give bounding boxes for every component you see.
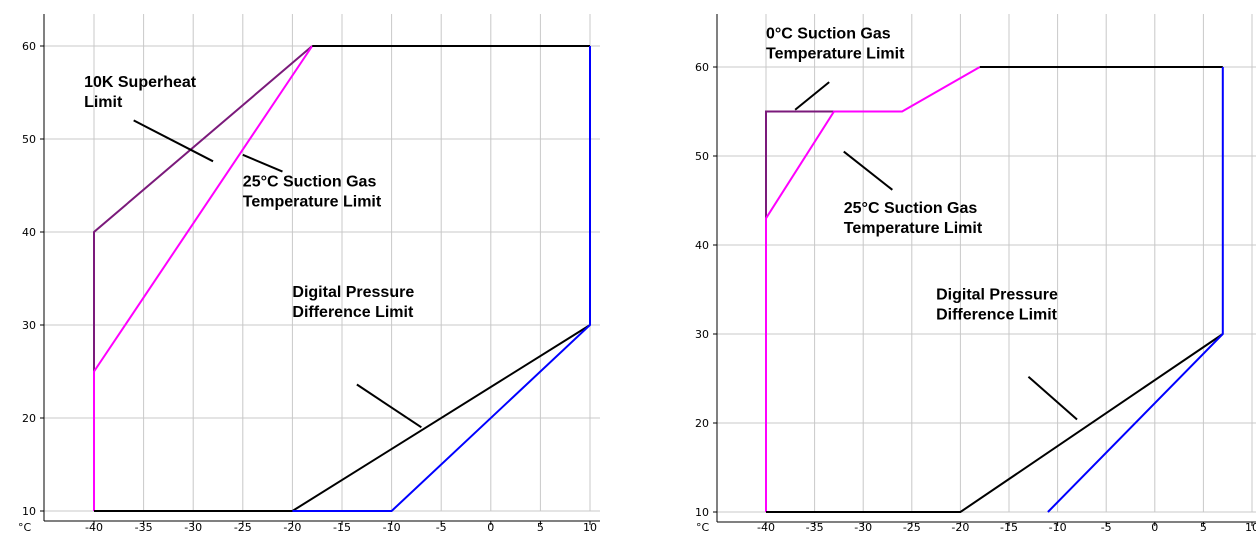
chart-left-y-tick-label: 60 [22, 40, 36, 53]
chart-left-y-tick-label: 30 [22, 319, 36, 332]
chart-right-x-tick-label: -5 [1101, 521, 1112, 534]
chart-right-x-tick-label: 0 [1151, 521, 1158, 534]
chart-left-annotation-0-line: Limit [84, 94, 123, 111]
chart-left-x-tick-label: 0 [487, 521, 494, 534]
chart-right-x-tick-label: 10 [1245, 521, 1256, 534]
chart-left-annotation-0-line: 10K Superheat [84, 74, 197, 91]
chart-right-series-line-2 [766, 333, 1224, 513]
chart-left-annotation-2-line: Digital Pressure [292, 284, 414, 301]
chart-right-series-line-4 [1047, 67, 1224, 513]
chart-right-annotation-2: Digital Pressure Difference Limit [936, 286, 1058, 323]
chart-right-x-tick-label: -10 [1049, 521, 1067, 534]
chart-left-annotation-1-line: 25°C Suction Gas [243, 173, 377, 190]
chart-left-x-tick-label: -35 [135, 521, 153, 534]
chart-left-x-tick-label: 10 [583, 521, 597, 534]
chart-left-annotation-0: 10K Superheat Limit [84, 74, 197, 111]
chart-right-annotation-2-line: Digital Pressure [936, 286, 1058, 303]
chart-right-annotation-1-line: Temperature Limit [844, 220, 983, 237]
chart-right-annotation-0: 0°C Suction Gas Temperature Limit [766, 26, 905, 63]
chart-right-y-tick-label: 20 [695, 417, 709, 430]
chart-right-annotation-0-line: Temperature Limit [766, 46, 905, 63]
chart-right-x-tick-label: -25 [903, 521, 921, 534]
chart-left-annotation-0-pointer [133, 119, 214, 163]
chart-left-series-line-4 [292, 46, 591, 512]
chart-left-series-line-1 [93, 45, 314, 511]
chart-right-unit-label: °C [696, 521, 710, 534]
chart-right-annotation-2-line: Difference Limit [936, 306, 1058, 323]
chart-left-annotation-2: Digital Pressure Difference Limit [292, 284, 414, 321]
chart-left-y-tick-label: 10 [22, 505, 36, 518]
chart-right-annotation-1-line: 25°C Suction Gas [844, 200, 978, 217]
chart-right-y-tick-label: 40 [695, 239, 709, 252]
chart-right-x-tick-label: -15 [1000, 521, 1018, 534]
chart-right-x-tick-label: -20 [951, 521, 969, 534]
chart-right-y-tick-label: 30 [695, 328, 709, 341]
chart-left-x-tick-label: -25 [234, 521, 252, 534]
chart-right-x-tick-label: -35 [806, 521, 824, 534]
chart-left-x-tick-label: -5 [436, 521, 447, 534]
chart-left-annotation-1-line: Temperature Limit [243, 193, 382, 210]
chart-left-x-tick-label: 5 [537, 521, 544, 534]
chart-right: 10 20 30 40 50 60 -40 -35 -30 -25 -20 -15 -10 -5 0 5 10 °… [695, 14, 1256, 534]
chart-left-y-tick-label: 50 [22, 133, 36, 146]
chart-left-x-tick-label: -20 [283, 521, 301, 534]
chart-right-annotation-1: 25°C Suction Gas Temperature Limit [844, 200, 983, 237]
chart-left-unit-label: °C [18, 521, 32, 534]
chart-right-annotation-0-pointer [794, 81, 830, 111]
chart-right-annotation-2-pointer [1027, 375, 1078, 421]
chart-left-series-line-0 [93, 45, 313, 511]
chart-left-annotation-1-pointer [242, 153, 283, 173]
chart-right-annotation-1-pointer [843, 150, 893, 191]
chart-right-annotation-0-line: 0°C Suction Gas [766, 26, 891, 43]
chart-right-x-tick-label: -40 [757, 521, 775, 534]
chart-left-x-tick-label: -30 [184, 521, 202, 534]
chart-left-annotation-1: 25°C Suction Gas Temperature Limit [243, 173, 382, 210]
chart-left-x-tick-label: -15 [333, 521, 351, 534]
chart-right-x-tick-label: -30 [854, 521, 872, 534]
chart-left-annotation-2-pointer [356, 383, 422, 429]
chart-right-y-tick-label: 10 [695, 506, 709, 519]
chart-left-x-tick-label: -40 [85, 521, 103, 534]
chart-left-y-tick-label: 40 [22, 226, 36, 239]
chart-left-annotation-2-line: Difference Limit [292, 304, 414, 321]
chart-right-y-tick-label: 50 [695, 150, 709, 163]
chart-left-x-tick-label: -10 [383, 521, 401, 534]
chart-right-x-tick-label: 5 [1200, 521, 1207, 534]
chart-left-y-tick-label: 20 [22, 412, 36, 425]
chart-right-series-line-1 [765, 66, 981, 512]
chart-left: 10 20 30 40 50 60 -40 -35 -30 -25 -20 -15 -10 -5 0 5 10 °… [18, 14, 600, 534]
chart-right-y-tick-label: 60 [695, 61, 709, 74]
chart-right-series-line-0 [765, 110, 834, 512]
